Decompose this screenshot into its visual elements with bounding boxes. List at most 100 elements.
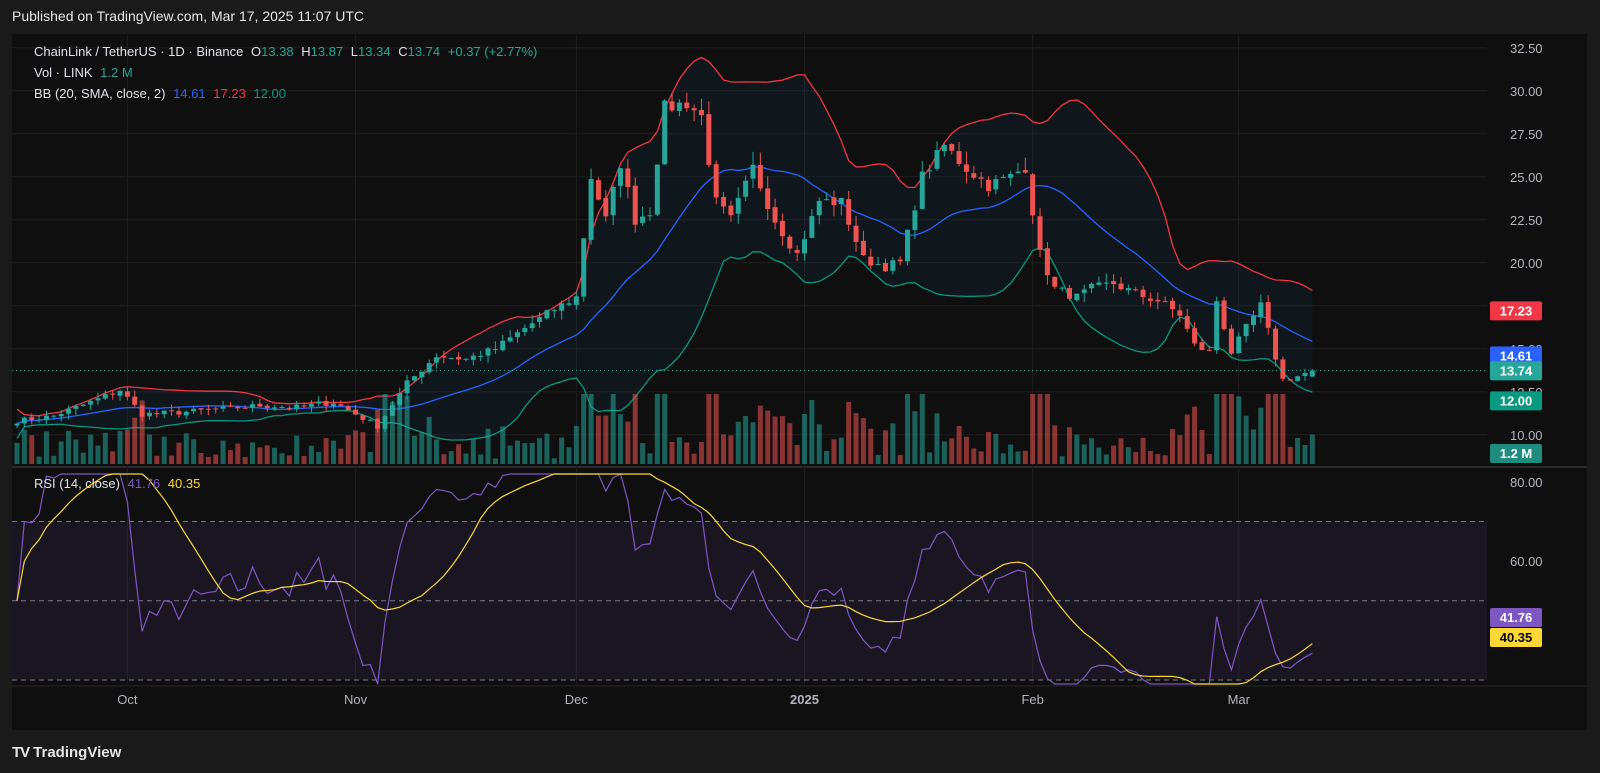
candle-body <box>956 151 962 164</box>
volume-bar <box>441 454 447 464</box>
candle-body <box>1309 370 1315 377</box>
candle-body <box>934 150 940 169</box>
volume-bar <box>809 400 815 464</box>
candle-body <box>1133 289 1139 291</box>
chart-svg[interactable]: 32.5030.0027.5025.0022.5020.0017.5015.00… <box>12 34 1587 730</box>
candle-body <box>986 179 992 192</box>
candle-body <box>485 348 491 356</box>
rsi-value: 41.76 <box>127 476 161 491</box>
tradingview-branding[interactable]: TV TradingView <box>12 744 121 761</box>
candle-body <box>338 404 344 406</box>
volume-bar <box>404 395 410 464</box>
candle-body <box>816 200 822 216</box>
candle-body <box>235 406 241 409</box>
ohlc-low-label: L <box>350 44 359 59</box>
price-change: +0.37 (+2.77%) <box>447 44 538 59</box>
symbol-legend[interactable]: ChainLink / TetherUS · 1D · Binance O13.… <box>34 44 541 59</box>
volume-bar <box>779 416 785 464</box>
volume-bar <box>971 448 977 464</box>
candle-body <box>1250 315 1256 326</box>
volume-bar <box>389 401 395 464</box>
volume-bar <box>897 454 903 464</box>
candle-body <box>308 403 314 407</box>
volume-bar <box>220 440 226 464</box>
candle-body <box>669 101 675 111</box>
candle-body <box>345 406 351 411</box>
candle-body <box>132 396 138 405</box>
ohlc-open-label: O <box>250 44 262 59</box>
volume-bar <box>853 413 859 464</box>
volume-value: 1.2 M <box>100 65 133 80</box>
candle-body <box>257 403 263 407</box>
volume-bar <box>927 452 933 464</box>
candle-body <box>507 337 513 342</box>
volume-bar <box>750 422 756 464</box>
volume-bar <box>1250 429 1256 464</box>
time-tick-label: Nov <box>344 692 368 707</box>
volume-bar <box>882 430 888 464</box>
candle-body <box>382 416 388 429</box>
candle-body <box>191 408 197 412</box>
candle-body <box>213 408 219 410</box>
price-axis-badge-label: 17.23 <box>1500 303 1533 318</box>
candle-body <box>1184 316 1190 329</box>
candle-body <box>1118 283 1124 290</box>
candle-body <box>1199 342 1205 351</box>
volume-bar <box>905 394 911 464</box>
price-tick-label: 25.00 <box>1510 170 1543 185</box>
volume-bar <box>706 394 712 464</box>
candle-body <box>1052 276 1058 287</box>
rsi-ma-value: 40.35 <box>167 476 201 491</box>
candle-body <box>29 416 35 421</box>
volume-bar <box>860 418 866 464</box>
rsi-legend[interactable]: RSI (14, close) 41.76 40.35 <box>34 476 204 491</box>
candle-body <box>809 216 815 238</box>
chart-panel[interactable]: 32.5030.0027.5025.0022.5020.0017.5015.00… <box>12 34 1587 730</box>
volume-bar <box>500 426 506 464</box>
candle-body <box>1022 169 1028 173</box>
candle-body <box>470 355 476 360</box>
candle-body <box>1008 173 1014 178</box>
volume-bar <box>411 435 417 464</box>
candle-body <box>595 180 601 200</box>
volume-bar <box>890 423 896 464</box>
candle-body <box>286 407 292 409</box>
bb-label: BB (20, SMA, close, 2) <box>34 86 166 101</box>
price-axis-badge <box>1490 391 1542 411</box>
volume-bar <box>470 439 476 464</box>
candle-body <box>154 413 160 415</box>
volume-bar <box>588 394 594 464</box>
rsi-axis-badge <box>1490 628 1542 647</box>
candle-body <box>21 417 27 424</box>
volume-bar <box>66 430 72 464</box>
volume-legend[interactable]: Vol · LINK 1.2 M <box>34 65 137 80</box>
volume-bar <box>397 399 403 464</box>
candle-body <box>757 164 763 189</box>
candle-body <box>367 419 373 421</box>
candle-body <box>514 332 520 337</box>
volume-bar <box>1096 447 1102 464</box>
volume-bar <box>264 445 270 464</box>
candle-body <box>765 188 771 210</box>
volume-bar <box>698 442 704 464</box>
candle-body <box>1074 293 1080 301</box>
volume-bar <box>73 439 79 464</box>
bb-legend[interactable]: BB (20, SMA, close, 2) 14.61 17.23 12.00 <box>34 86 290 101</box>
candle-body <box>169 410 175 412</box>
volume-bar <box>375 409 381 464</box>
volume-bar <box>1052 425 1058 464</box>
ohlc-close-label: C <box>398 44 408 59</box>
candle-body <box>978 177 984 179</box>
volume-bar <box>640 443 646 464</box>
candle-body <box>1192 328 1198 344</box>
candle-body <box>971 173 977 178</box>
candle-body <box>882 262 888 272</box>
symbol-name[interactable]: ChainLink / TetherUS · 1D · Binance <box>34 44 244 59</box>
candle-body <box>868 256 874 266</box>
published-header: Published on TradingView.com, Mar 17, 20… <box>12 8 365 24</box>
candle-body <box>330 403 336 407</box>
candle-body <box>559 303 565 311</box>
candle-body <box>603 197 609 217</box>
candle-body <box>73 406 79 409</box>
price-tick-label: 30.00 <box>1510 84 1543 99</box>
